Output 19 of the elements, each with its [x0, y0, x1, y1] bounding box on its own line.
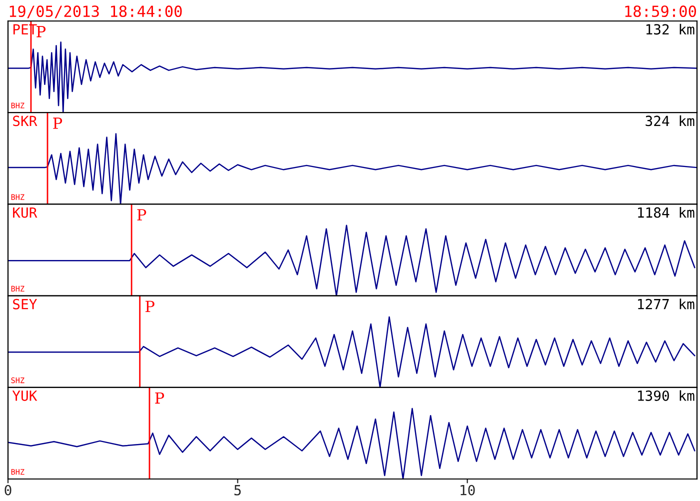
text: SEY	[13, 298, 37, 310]
text: KUR	[13, 207, 38, 218]
text: 324 km	[646, 115, 694, 126]
x-tick-label: 5	[234, 485, 241, 496]
ref-line-label: P	[146, 300, 154, 312]
chart-subtitle: 18:59:00	[625, 5, 696, 18]
ref-line-label: P	[137, 209, 146, 220]
text: 1277 km	[638, 298, 694, 310]
x-tick-label: 10	[460, 484, 475, 496]
ref-line-label: P	[155, 392, 164, 404]
text: 132 km	[646, 24, 694, 35]
text: SKR	[13, 116, 38, 126]
text: 1390 km	[638, 390, 694, 401]
ref-line-label: P	[53, 118, 62, 129]
text: YUK	[12, 390, 38, 401]
x-tick-label: 0	[4, 484, 12, 496]
chart-title: 19/05/2013 18:44:00	[10, 5, 182, 18]
text: 1184 km	[638, 207, 694, 218]
ref-line-label: P	[36, 26, 46, 38]
